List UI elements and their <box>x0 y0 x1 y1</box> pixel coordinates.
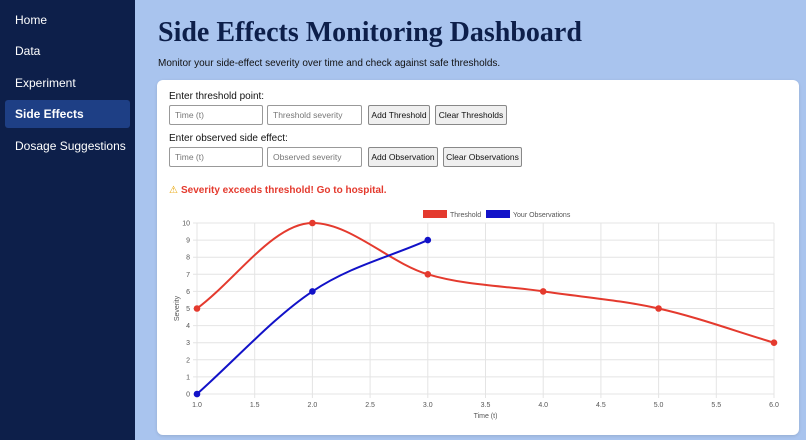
add-threshold-button[interactable]: Add Threshold <box>368 105 430 125</box>
threshold-point[interactable] <box>193 305 201 312</box>
legend-swatch[interactable] <box>423 210 447 218</box>
threshold-point[interactable] <box>309 219 316 227</box>
observation-point[interactable] <box>309 288 316 295</box>
add-observation-button[interactable]: Add Observation <box>368 147 438 167</box>
clear-thresholds-button[interactable]: Clear Thresholds <box>435 105 507 125</box>
severity-chart: Threshold Your Observations 1.0 1.5 2.0 2.5 3… <box>174 210 779 421</box>
y-tick-label: 8 <box>186 255 190 262</box>
threshold-point[interactable] <box>770 339 778 347</box>
threshold-severity-input[interactable] <box>267 105 362 125</box>
y-axis-label: Severity <box>174 295 181 321</box>
x-tick-label: 4.5 <box>596 402 606 409</box>
sidebar: Home Data Experiment Side Effects Dosage… <box>0 0 135 440</box>
threshold-form-label: Enter threshold point: <box>169 91 265 102</box>
y-tick-label: 7 <box>186 272 190 279</box>
threshold-series-line <box>196 221 775 344</box>
observation-form-label: Enter observed side effect: <box>169 133 288 144</box>
page-title: Side Effects Monitoring Dashboard <box>158 17 582 48</box>
monitoring-card: Enter threshold point: Add Threshold Cle… <box>157 80 799 435</box>
legend-swatch[interactable] <box>486 210 510 218</box>
y-tick-label: 5 <box>186 306 190 313</box>
sidebar-item-home[interactable]: Home <box>15 13 48 27</box>
legend-label[interactable]: Your Observations <box>513 212 571 219</box>
clear-observations-button[interactable]: Clear Observations <box>443 147 522 167</box>
y-tick-label: 9 <box>186 238 190 245</box>
threshold-point[interactable] <box>424 271 432 278</box>
x-tick-label: 4.0 <box>538 402 548 409</box>
x-tick-label: 1.5 <box>250 402 260 409</box>
observation-point[interactable] <box>193 390 201 398</box>
chart-grid <box>193 222 775 398</box>
warning-text: Severity exceeds threshold! Go to hospit… <box>180 185 387 196</box>
sidebar-item-side-effects[interactable]: Side Effects <box>5 100 130 129</box>
severity-warning: ⚠ Severity exceeds threshold! Go to hospi… <box>169 185 387 196</box>
y-tick-label: 2 <box>186 357 190 364</box>
threshold-point[interactable] <box>539 288 547 295</box>
chart-axes: 1.0 1.5 2.0 2.5 3.0 3.5 4.0 4.5 5.0 5.5 6.0 0 1 2 3 4 5 6… <box>174 221 779 421</box>
x-tick-label: 5.0 <box>654 402 664 409</box>
y-tick-label: 3 <box>186 340 190 347</box>
y-tick-label: 0 <box>186 392 190 399</box>
x-tick-label: 5.5 <box>711 402 721 409</box>
x-tick-label: 3.5 <box>481 402 491 409</box>
x-tick-label: 6.0 <box>769 402 779 409</box>
main-content: Side Effects Monitoring Dashboard Monito… <box>135 0 806 440</box>
page-subtitle: Monitor your side-effect severity over t… <box>158 58 501 69</box>
x-tick-label: 2.5 <box>365 402 375 409</box>
x-tick-label: 2.0 <box>308 402 318 409</box>
x-axis-label: Time (t) <box>474 413 498 420</box>
threshold-point[interactable] <box>655 305 662 312</box>
sidebar-item-dosage-suggestions[interactable]: Dosage Suggestions <box>15 138 126 153</box>
x-tick-label: 1.0 <box>192 402 202 409</box>
observation-time-input[interactable] <box>169 147 263 167</box>
x-tick-label: 3.0 <box>423 402 433 409</box>
observation-severity-input[interactable] <box>267 147 362 167</box>
chart-legend: Threshold Your Observations <box>423 210 571 219</box>
sidebar-item-data[interactable]: Data <box>15 44 41 59</box>
sidebar-item-experiment[interactable]: Experiment <box>15 75 76 90</box>
chart-series <box>193 219 778 398</box>
observation-point[interactable] <box>424 236 432 244</box>
y-tick-label: 6 <box>186 289 190 296</box>
legend-label[interactable]: Threshold <box>450 212 481 219</box>
y-tick-label: 1 <box>186 374 190 381</box>
threshold-time-input[interactable] <box>169 105 263 125</box>
warning-icon: ⚠ <box>169 185 178 196</box>
y-tick-label: 4 <box>186 323 190 330</box>
y-tick-label: 10 <box>182 221 190 228</box>
